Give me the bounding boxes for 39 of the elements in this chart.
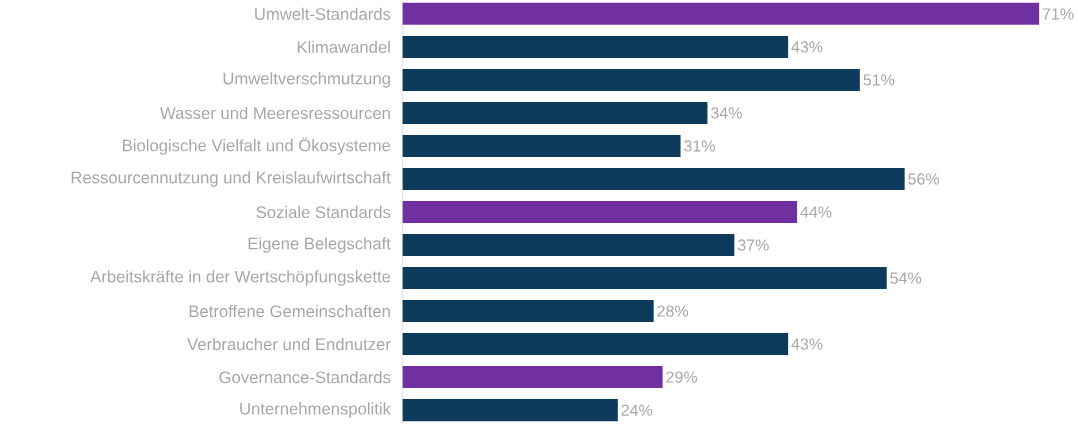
y-tick-label: Wasser und Meeresressourcen — [160, 106, 390, 120]
bar — [402, 201, 798, 223]
bar — [402, 267, 887, 290]
bar — [402, 366, 663, 389]
bar — [402, 35, 789, 58]
data-label: 29% — [666, 371, 698, 383]
data-label: 44% — [800, 206, 832, 218]
bar — [402, 167, 905, 190]
bar — [402, 333, 789, 356]
data-label: 37% — [737, 239, 769, 251]
bar — [402, 68, 860, 91]
data-label: 71% — [1042, 8, 1074, 20]
data-label: 28% — [657, 305, 689, 317]
data-label: 34% — [710, 107, 742, 119]
data-label: 31% — [684, 140, 715, 152]
y-tick-label: Unternehmenspolitik — [240, 402, 391, 418]
y-tick-label: Biologische Vielfalt und Ökosysteme — [123, 137, 391, 155]
data-label: 43% — [791, 41, 823, 53]
y-tick-label: Betroffene Gemeinschaften — [189, 304, 390, 318]
data-label: 43% — [791, 338, 823, 350]
y-tick-label: Klimawandel — [297, 40, 390, 54]
data-label: 51% — [863, 74, 895, 86]
data-label: 54% — [890, 272, 922, 284]
bar — [402, 234, 735, 257]
y-tick-label: Arbeitskräfte in der Wertschöpfungskette — [90, 270, 391, 286]
bar — [402, 101, 708, 124]
bar — [402, 2, 1040, 25]
y-tick-label: Umweltverschmutzung — [223, 72, 390, 88]
data-label: 24% — [621, 404, 653, 416]
bar — [402, 300, 654, 323]
y-tick-label: Governance-Standards — [219, 370, 391, 384]
bar — [402, 399, 618, 422]
y-tick-label: Soziale Standards — [256, 205, 391, 219]
y-tick-label: Umwelt-Standards — [255, 7, 391, 20]
y-tick-label: Verbraucher und Endnutzer — [187, 337, 391, 351]
y-tick-label: Eigene Belegschaft — [248, 237, 391, 253]
y-tick-label: Ressourcennutzung und Kreislaufwirtschaft — [71, 171, 391, 187]
bar — [402, 134, 681, 157]
data-label: 56% — [908, 173, 940, 185]
